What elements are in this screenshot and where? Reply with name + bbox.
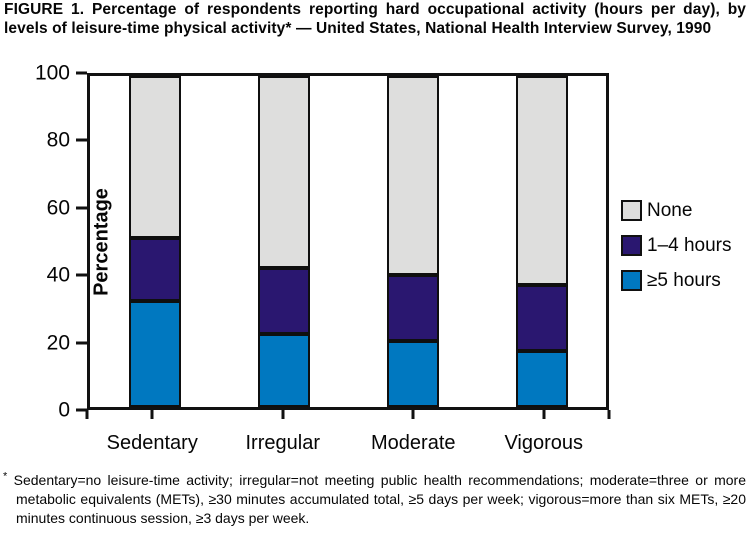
legend-item: ≥5 hours	[621, 270, 732, 291]
bar-segment-1-4-hours	[128, 238, 181, 302]
y-tick-mark	[76, 273, 87, 277]
legend-label: ≥5 hours	[647, 269, 721, 291]
bars-container	[90, 76, 606, 407]
footnote-text: Sedentary=no leisure-time activity; irre…	[13, 472, 746, 526]
x-axis-category-labels: Sedentary Irregular Moderate Vigorous	[87, 432, 609, 455]
chart-legend: None 1–4 hours ≥5 hours	[621, 200, 732, 305]
y-tick-mark	[76, 138, 87, 142]
footnote-marker: *	[3, 470, 8, 483]
y-tick-mark	[76, 408, 87, 412]
figure-title: FIGURE 1. Percentage of respondents repo…	[4, 1, 746, 37]
stacked-bar-moderate	[386, 76, 439, 407]
x-category-label-vigorous: Vigorous	[504, 432, 584, 454]
x-tick-mark	[607, 410, 611, 419]
bar-segment--5-hours	[386, 340, 439, 407]
stacked-bar-vigorous	[515, 76, 568, 407]
bar-segment--5-hours	[257, 334, 310, 407]
stacked-bar-irregular	[257, 76, 310, 407]
x-category-label-moderate: Moderate	[371, 432, 456, 454]
legend-item: 1–4 hours	[621, 235, 732, 256]
y-tick-label: 40	[46, 263, 70, 287]
bar-slot-vigorous	[477, 76, 606, 407]
plot-area: Percentage	[87, 73, 609, 410]
y-tick-label: 0	[58, 398, 70, 422]
y-tick-mark	[76, 71, 87, 75]
y-tick-mark	[76, 206, 87, 210]
x-tick-mark	[411, 410, 415, 419]
bar-segment-1-4-hours	[257, 268, 310, 335]
legend-swatch-icon	[621, 270, 642, 291]
legend-swatch-icon	[621, 200, 642, 221]
bar-segment-none	[386, 76, 439, 275]
bar-segment--5-hours	[515, 350, 568, 407]
y-tick-mark	[76, 341, 87, 345]
x-tick-mark	[281, 410, 285, 419]
figure-footnote: * Sedentary=no leisure-time activity; ir…	[3, 471, 746, 528]
y-axis-tick-labels: 0 20 40 60 80 100	[24, 63, 70, 421]
bar-segment-none	[128, 76, 181, 239]
legend-item: None	[621, 200, 732, 221]
x-tick-mark	[542, 410, 546, 419]
y-axis-ticks	[76, 71, 87, 412]
stacked-bar-sedentary	[128, 76, 181, 407]
x-axis-ticks	[85, 410, 611, 419]
bar-segment-1-4-hours	[386, 274, 439, 341]
x-category-label-sedentary: Sedentary	[106, 432, 198, 454]
bar-segment--5-hours	[128, 301, 181, 407]
legend-label: None	[647, 199, 693, 221]
bar-slot-sedentary	[90, 76, 219, 407]
y-tick-label: 60	[46, 196, 70, 220]
y-tick-label: 80	[46, 128, 70, 152]
legend-label: 1–4 hours	[647, 234, 732, 256]
bar-segment-none	[257, 76, 310, 268]
x-category-label-irregular: Irregular	[245, 432, 320, 454]
x-tick-mark	[150, 410, 154, 419]
bar-slot-moderate	[348, 76, 477, 407]
legend-swatch-icon	[621, 235, 642, 256]
bar-segment-none	[515, 76, 568, 285]
x-tick-mark	[85, 410, 89, 419]
bar-segment-1-4-hours	[515, 284, 568, 351]
y-tick-label: 100	[34, 61, 70, 85]
bar-slot-irregular	[219, 76, 348, 407]
y-tick-label: 20	[46, 331, 70, 355]
